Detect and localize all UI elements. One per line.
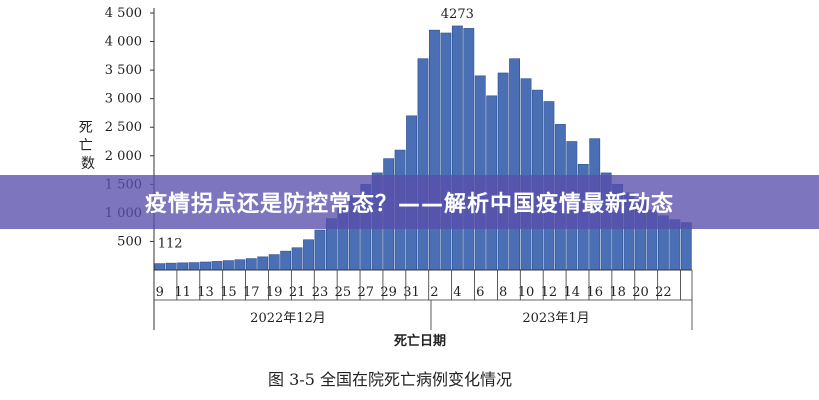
x-tick-label: 10 [518,285,535,300]
x-tick-label: 25 [335,285,352,300]
x-tick-label: 29 [380,285,397,300]
bar [429,29,440,271]
bar [154,263,166,271]
bar [280,250,292,271]
x-ticks: 9 11 13 15 17 19 21 23 25 27 29 31 2 4 6 8 10 12 14 16 18 20 2… [153,270,681,300]
bar [257,256,269,271]
x-tick-label: 12 [541,285,558,300]
bar [451,25,463,271]
x-tick-label: 23 [312,285,329,300]
bar [268,254,280,271]
bar [497,72,509,271]
bar [314,229,326,271]
x-tick-label: 8 [499,285,507,300]
bar [463,28,475,271]
y-tick-label: 3 000 [105,92,142,107]
x-tick-label: 21 [289,285,306,300]
x-tick-label: 19 [266,285,283,300]
bar [291,247,303,271]
bars [154,25,692,271]
data-label: 4273 [441,7,474,22]
data-labels: 112 4273 [158,7,474,252]
bar [177,262,189,271]
x-tick-label: 18 [609,285,626,300]
bar [200,261,211,271]
bar [165,262,177,271]
x-tick-label: 16 [586,285,603,300]
x-tick-label: 6 [476,285,484,300]
month-label-jan: 2023年1月 [522,311,589,326]
x-tick-label: 9 [156,285,164,300]
month-label-dec: 2022年12月 [250,311,326,326]
x-tick-label: 31 [403,285,420,300]
y-tick-label: 3 500 [105,63,142,78]
banner-title: 疫情拐点还是防控常态？——解析中国疫情最新动态 [144,192,674,217]
bar [509,58,521,271]
y-axis-label: 死 亡 数 [79,120,97,172]
bar [222,260,234,271]
x-tick-label: 17 [243,285,260,300]
bar [680,222,692,271]
figure-caption: 图 3-5 全国在院死亡病例变化情况 [268,370,512,389]
bar [417,58,429,271]
bar [211,261,223,271]
title-banner: 疫情拐点还是防控常态？——解析中国疫情最新动态 [0,175,819,229]
bar [440,32,452,271]
bar [234,259,246,271]
x-tick-label: 27 [357,285,374,300]
x-axis-label: 死亡日期 [394,333,446,349]
bar [474,75,486,271]
x-tick-label: 11 [174,285,191,300]
y-tick-label: 4 000 [105,35,142,50]
bar [188,262,200,271]
x-tick-label: 20 [632,285,649,300]
y-tick-label: 2 000 [105,149,142,164]
x-tick-label: 22 [655,285,672,300]
bar [303,239,314,271]
x-tick-label: 14 [564,285,581,300]
x-tick-label: 2 [430,285,438,300]
x-tick-label: 4 [453,285,461,300]
bar [245,258,257,271]
x-tick-label: 13 [197,285,214,300]
y-tick-label: 500 [117,234,142,249]
y-tick-label: 4 500 [105,6,142,21]
data-label: 112 [158,237,183,252]
x-tick-label: 15 [220,285,237,300]
y-tick-label: 2 500 [105,120,142,135]
